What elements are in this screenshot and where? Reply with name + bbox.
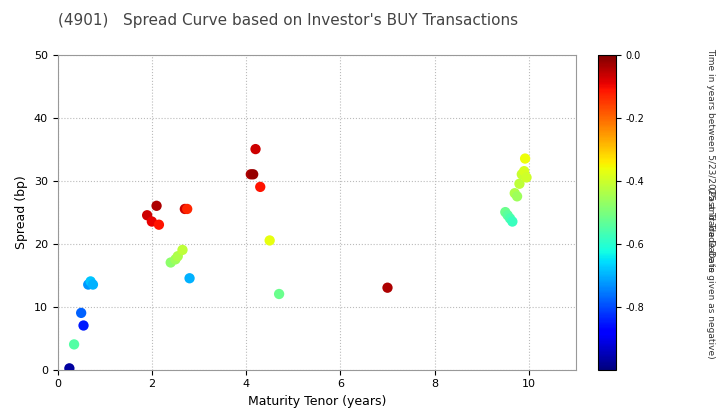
Point <box>85 278 96 285</box>
Point <box>248 171 259 178</box>
Point <box>513 181 525 187</box>
Point <box>153 221 165 228</box>
Point <box>502 212 513 218</box>
Point <box>170 256 181 263</box>
Point <box>172 253 184 260</box>
Point <box>78 322 89 329</box>
Point <box>518 168 530 175</box>
Point <box>250 146 261 152</box>
Point <box>181 205 193 212</box>
Point <box>76 310 87 316</box>
Point <box>68 341 80 348</box>
Point <box>141 212 153 218</box>
Point <box>165 259 176 266</box>
Point <box>63 365 75 372</box>
Point <box>504 215 516 222</box>
Point <box>507 218 518 225</box>
Point <box>511 193 523 199</box>
Point <box>519 155 531 162</box>
Point <box>274 291 285 297</box>
Point <box>382 284 393 291</box>
Point <box>176 247 188 253</box>
Point <box>516 171 528 178</box>
Point <box>87 281 99 288</box>
Point <box>184 275 195 281</box>
Point <box>150 202 162 209</box>
Point <box>245 171 256 178</box>
Y-axis label: Spread (bp): Spread (bp) <box>15 175 28 249</box>
Point <box>179 205 191 212</box>
X-axis label: Maturity Tenor (years): Maturity Tenor (years) <box>248 395 386 408</box>
Point <box>509 190 521 197</box>
Point <box>264 237 276 244</box>
Point <box>254 184 266 190</box>
Text: (Past Trade Date is given as negative): (Past Trade Date is given as negative) <box>706 187 714 359</box>
Text: (4901)   Spread Curve based on Investor's BUY Transactions: (4901) Spread Curve based on Investor's … <box>58 13 518 28</box>
Point <box>146 218 158 225</box>
Text: Time in years between 5/23/2025 and Trade Date: Time in years between 5/23/2025 and Trad… <box>706 47 714 272</box>
Point <box>500 209 511 215</box>
Point <box>83 281 94 288</box>
Point <box>521 174 532 181</box>
